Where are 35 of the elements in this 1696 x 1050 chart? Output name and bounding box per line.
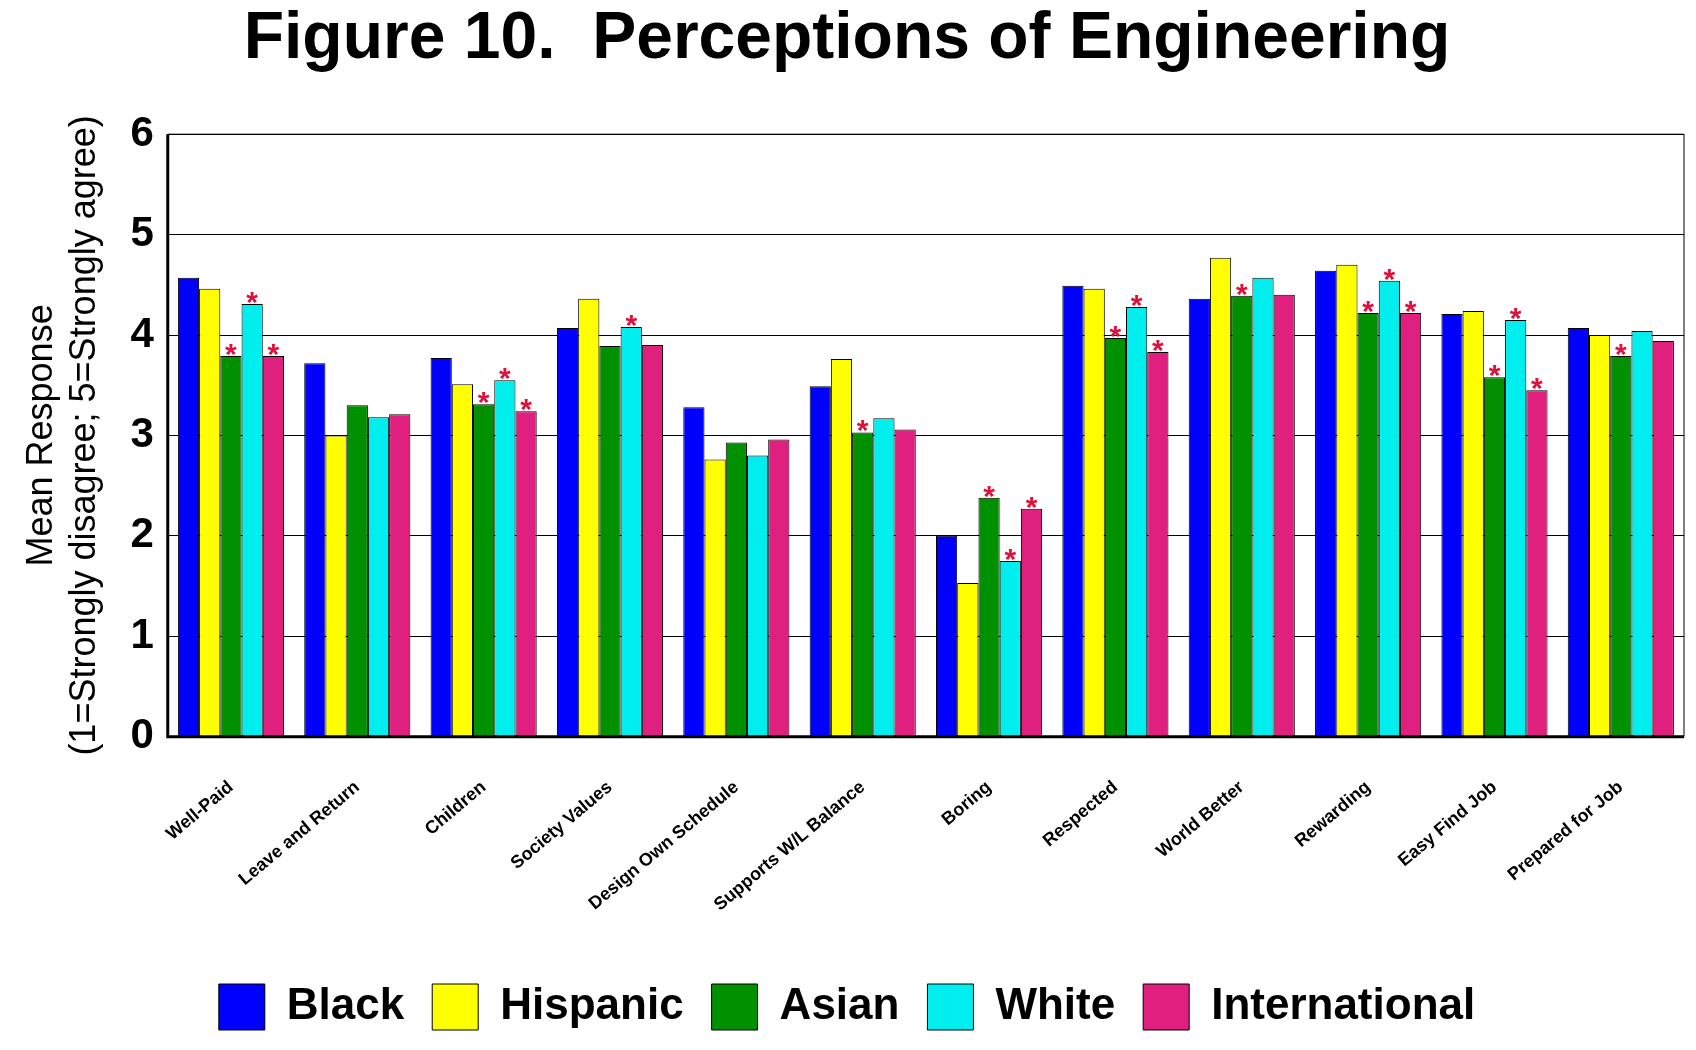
data-label: * xyxy=(499,361,512,395)
y-tick-label: 0 xyxy=(130,710,154,758)
legend-label: Black xyxy=(286,979,405,1029)
data-label: * xyxy=(1509,300,1522,334)
data-label: * xyxy=(1404,293,1417,327)
legend-label: International xyxy=(1211,979,1476,1029)
data-label: * xyxy=(1362,293,1375,327)
y-tick-label: 2 xyxy=(130,509,154,557)
legend-label: Asian xyxy=(779,979,900,1029)
data-label: * xyxy=(983,478,996,512)
y-tick-label: 3 xyxy=(130,409,154,457)
chart-title: Figure 10. Perceptions of Engineering xyxy=(243,0,1451,72)
data-label: * xyxy=(1488,358,1501,392)
data-label: * xyxy=(1614,337,1627,371)
data-label: * xyxy=(1152,333,1165,367)
data-label: * xyxy=(856,413,869,447)
data-label: * xyxy=(1130,287,1143,321)
data-label: * xyxy=(1025,489,1038,523)
data-label: * xyxy=(267,337,280,371)
data-label: * xyxy=(1004,541,1017,575)
legend-label: Hispanic xyxy=(500,979,684,1029)
data-label: * xyxy=(225,337,238,371)
y-axis-title: Mean Response (1=Strongly disagree; 5=Strongly agree) xyxy=(18,115,103,756)
legend-label: White xyxy=(995,979,1116,1029)
data-label: * xyxy=(1383,261,1396,295)
data-label: * xyxy=(246,284,259,318)
data-label: * xyxy=(520,392,533,426)
y-tick-label: 1 xyxy=(130,609,154,657)
data-label: * xyxy=(1235,276,1248,310)
y-tick-label: 6 xyxy=(130,107,154,155)
y-tick-label: 5 xyxy=(130,208,154,256)
y-tick-label: 4 xyxy=(130,308,155,356)
data-label: * xyxy=(1531,371,1544,405)
data-label: * xyxy=(625,307,638,341)
data-label: * xyxy=(477,385,490,419)
